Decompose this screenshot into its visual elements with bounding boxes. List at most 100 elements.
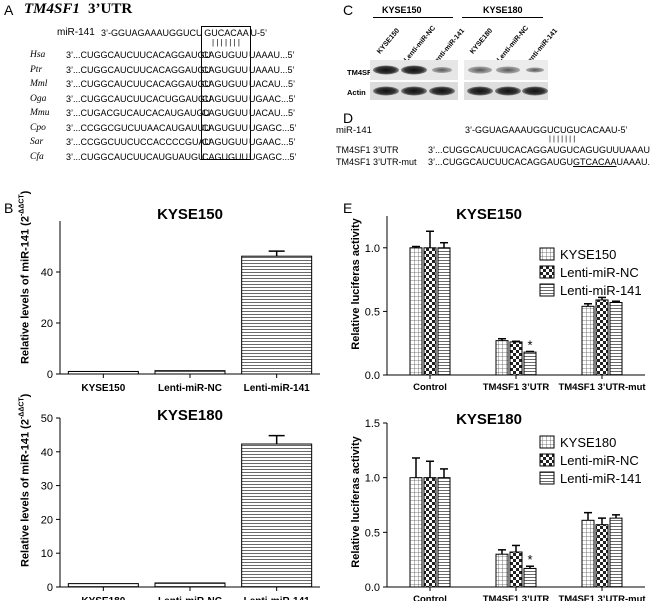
- species-seq: 3’...CUGGCAUCUUCACAGGAUGUCAGUGUUUAAAU...…: [66, 50, 295, 60]
- y-tick-label: 0.5: [365, 306, 380, 318]
- legend-label: Lenti-miR-141: [560, 471, 642, 486]
- band-actin-lane3: [429, 86, 455, 96]
- significance-star: *: [527, 337, 532, 352]
- x-tick-label: Lenti-miR-NC: [158, 383, 222, 394]
- bar: [609, 301, 623, 376]
- y-tick-label: 10: [41, 548, 53, 560]
- x-tick-label: Lenti-miR-141: [244, 383, 311, 394]
- band-tm4sf1-lane6: [526, 67, 544, 73]
- bar: [495, 553, 509, 588]
- panel-a-mir-seq: 3’-GGUAGAAAUGGUCU GUCACAA U-5’: [101, 28, 268, 38]
- species-seq: 3’...CCGGCGUCUUAACAUGAUUUCAGUGUUUGAGC...…: [66, 122, 297, 133]
- x-tick-label: TM4SF1 3’UTR-mut: [558, 382, 646, 393]
- chart-title: KYSE180: [157, 407, 223, 424]
- bar: [409, 477, 423, 588]
- panel-d-mir-label: miR-141: [336, 125, 372, 136]
- panel-d-letter: D: [343, 110, 354, 126]
- lane-label-1: KYSE150: [376, 27, 402, 56]
- y-tick-label: 40: [41, 267, 53, 279]
- chart-title: KYSE180: [456, 411, 522, 428]
- species-name: Ptr: [30, 64, 43, 75]
- bar: [241, 255, 313, 375]
- blot-group-kyse180: KYSE180: [483, 5, 523, 15]
- x-tick-label: Control: [413, 382, 447, 393]
- bar: [409, 247, 423, 376]
- x-tick-label: KYSE180: [81, 596, 125, 600]
- bar: [423, 247, 437, 376]
- species-name: Mml: [30, 79, 48, 89]
- x-tick-label: KYSE150: [81, 383, 125, 394]
- bar: [495, 340, 509, 376]
- species-seq: 3’...CUGGCAUCUUCAUGUAUGUCAGUGUUUGAGC...5…: [66, 151, 297, 162]
- species-name: Oga: [30, 93, 47, 104]
- y-tick-label: 0: [47, 369, 53, 381]
- legend-swatch: [539, 283, 555, 297]
- panel-a-gene: TM4SF1: [24, 1, 80, 17]
- blot-group-line-1: [373, 17, 453, 18]
- panel-d-wt-seq: 3’...CUGGCAUCUUCACAGGAUGUCAGUGUUUAAAU...…: [428, 145, 650, 155]
- y-tick-label: 40: [41, 447, 53, 459]
- bar: [595, 524, 609, 588]
- chart-e-kyse150: KYSE150 0.0 0.5 1.0 Control * TM4SF1 3’UTR TM4S…: [365, 206, 647, 393]
- bar: [437, 477, 451, 588]
- y-tick-label: 20: [41, 514, 53, 526]
- seed-box: [201, 26, 251, 160]
- species-seq: 3’...CUGGCAUCUUCACAGGAUGUCAGUGUUUACAU...…: [66, 79, 296, 89]
- band-tm4sf1-lane4: [468, 66, 492, 74]
- bar: [523, 567, 537, 588]
- bar: [423, 477, 437, 588]
- bar: [523, 351, 537, 376]
- legend-swatch: [539, 435, 555, 449]
- chart-b-kyse180: KYSE180 0 10 20 30 40 50 KYSE180 Lenti-miR-NC Len…: [41, 407, 320, 600]
- chart-b-kyse150: KYSE150 0 20 40 KYSE150 Lenti-miR-NC Lenti-miR…: [41, 206, 320, 394]
- x-tick-label: TM4SF1 3’UTR: [483, 594, 550, 601]
- band-tm4sf1-lane1: [373, 65, 399, 75]
- panel-a-mir-label: miR-141: [57, 27, 95, 38]
- panel-a-pair-bars: | | | | | | |: [212, 38, 240, 47]
- y-tick-label: 1.5: [365, 418, 380, 430]
- legend-swatch: [539, 247, 555, 261]
- legend-swatch: [539, 453, 555, 467]
- bar: [67, 370, 139, 375]
- bar: [509, 341, 523, 376]
- bar: [154, 582, 226, 588]
- band-tm4sf1-lane5: [496, 66, 520, 74]
- species-name: Cpo: [30, 122, 46, 133]
- x-tick-label: Lenti-miR-NC: [158, 596, 222, 600]
- lane-label-2: Lenti-miR-NC: [403, 24, 438, 64]
- western-blot: [370, 60, 548, 100]
- blot-group-kyse150: KYSE150: [382, 5, 422, 15]
- x-tick-label: Control: [413, 594, 447, 601]
- bar: [581, 305, 595, 376]
- band-actin-lane2: [401, 86, 427, 96]
- band-tm4sf1-lane3: [432, 67, 452, 73]
- blot-row-tm4sf1: TM4SF1: [347, 68, 376, 77]
- panel-a-utr: 3’UTR: [88, 1, 133, 17]
- y-tick-label: 20: [41, 318, 53, 330]
- bar: [581, 519, 595, 588]
- bar: [241, 443, 313, 588]
- x-tick-label: TM4SF1 3’UTR: [483, 382, 550, 393]
- band-tm4sf1-lane2: [401, 65, 427, 75]
- legend-label: Lenti-miR-NC: [560, 265, 639, 280]
- chart-title: KYSE150: [157, 206, 223, 223]
- panel-d-mut-seq: 3’...CUGGCAUCUUCACAGGAUGUGTCACAAUAAAU...…: [428, 157, 650, 167]
- species-name: Sar: [30, 137, 44, 147]
- legend-label: KYSE180: [560, 435, 616, 450]
- x-tick-label: TM4SF1 3’UTR-mut: [558, 594, 646, 601]
- bar: [154, 370, 226, 375]
- lane-label-5: Lenti-miR-NC: [496, 24, 531, 64]
- species-seq: 3’...CUGGCAUCUUCACAGGAUGUCAGUGUUUAAAU...…: [66, 64, 295, 75]
- legend-label: Lenti-miR-141: [560, 283, 642, 298]
- y-tick-label: 0.5: [365, 527, 380, 539]
- y-tick-label: 0.0: [365, 582, 380, 594]
- species-name: Hsa: [30, 50, 46, 60]
- blot-row-actin: Actin: [347, 88, 366, 97]
- species-name: Mmu: [30, 108, 50, 118]
- y-tick-label: 0: [47, 582, 53, 594]
- legend-swatch: [539, 471, 555, 485]
- y-tick-label: 30: [41, 481, 53, 493]
- chart-title: KYSE150: [456, 206, 522, 223]
- species-seq: 3’...CUGGCAUCUUCACUGGAUGUCAGUGUUUGAAC...…: [66, 93, 296, 104]
- band-actin-lane1: [373, 86, 399, 96]
